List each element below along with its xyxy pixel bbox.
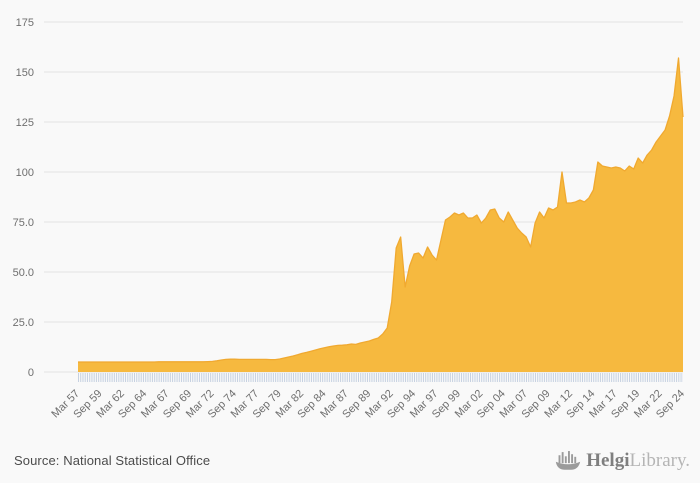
y-axis-label: 25.0 (13, 317, 34, 329)
y-axis-label: 150 (16, 67, 34, 79)
logo-brand-bold: Helgi (586, 450, 630, 471)
logo-wordmark: HelgiLibrary. (586, 451, 690, 470)
grid-lines (44, 21, 683, 373)
viking-ship-bar-chart-icon (556, 451, 581, 470)
area-series (78, 58, 683, 372)
y-axis-labels: 175 150 125 100 75.0 50.0 25.0 0 (13, 17, 34, 379)
helgi-library-logo[interactable]: HelgiLibrary. (555, 450, 690, 471)
chart-area: 175 150 125 100 75.0 50.0 25.0 0 Mar 57 Sep 59 Mar… (13, 17, 688, 421)
source-label: Source: National Statistical Office (14, 453, 211, 468)
y-axis-label: 0 (28, 367, 34, 379)
y-axis-label: 125 (16, 117, 34, 129)
logo-brand-light: Library (629, 450, 686, 471)
logo-suffix: . (685, 450, 690, 471)
y-axis-label: 175 (16, 17, 34, 29)
chart-footer: Source: National Statistical Office Helg… (0, 438, 700, 483)
y-axis-label: 50.0 (13, 267, 34, 279)
y-axis-label: 75.0 (13, 217, 34, 229)
y-axis-label: 100 (16, 167, 34, 179)
area-series-line (78, 57, 684, 363)
